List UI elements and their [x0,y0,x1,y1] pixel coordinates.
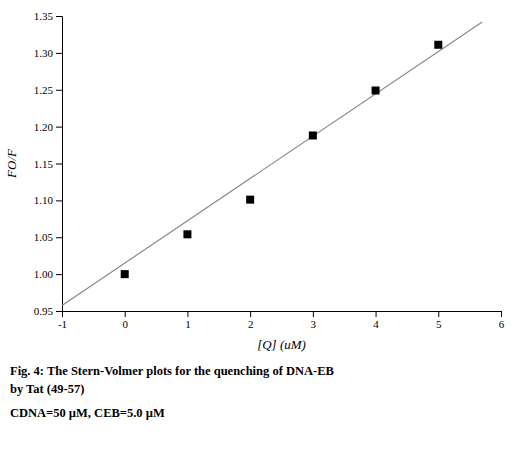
x-axis-line [63,312,502,318]
tick-mark [125,311,126,317]
tick: 0.95 [34,305,62,317]
tick-mark [376,311,377,317]
tick-label: 1 [185,318,191,330]
tick-label: 1.25 [34,84,54,96]
tick-label: 6 [499,318,505,330]
tick-mark [56,274,62,275]
plot-area: -1 0 1 2 3 4 5 6 0.95 1.00 1.05 1.10 1.15 1.20 1.25 1.3… [34,10,505,330]
tick-mark [313,311,314,317]
tick-label: 1.15 [34,158,54,170]
tick: 1.15 [34,158,62,170]
caption: CDNA=50 µM, CEB=5.0 µM [10,406,165,420]
tick: 1.25 [34,84,62,96]
tick-label: 1.10 [34,194,54,206]
point [434,41,442,49]
tick: 1.10 [34,194,62,206]
y-axis-line [56,17,63,312]
tick: 6 [499,311,505,330]
y-axis-label: FO/F [4,148,19,179]
caption: Fig. 4: The Stern-Volmer plots for the q… [10,364,334,378]
tick-label: 4 [373,318,379,330]
tick-mark [438,311,439,317]
caption: by Tat (49-57) [10,382,84,396]
point [372,86,380,94]
tick-label: 3 [311,318,317,330]
tick: 1.05 [34,231,62,243]
x-axis: -1 0 1 2 3 4 5 6 [58,311,505,330]
tick: 1.30 [34,47,62,59]
tick-label: 1.05 [34,231,54,243]
tick-mark [56,200,62,201]
tick-label: 1.00 [34,268,54,280]
tick-label: 0 [122,318,128,330]
tick-label: 1.35 [34,10,54,22]
tick-mark [187,311,188,317]
tick-label: 0.95 [34,305,54,317]
tick-label: 1.30 [34,47,54,59]
tick: 3 [311,311,317,330]
tick-label: 2 [248,318,254,330]
point [309,131,317,139]
tick: 2 [248,311,254,330]
tick: 1.35 [34,10,62,22]
tick-mark [250,311,251,317]
tick: 1.00 [34,268,62,280]
tick-label: 5 [436,318,442,330]
tick-label: -1 [58,318,67,330]
tick: 0 [122,311,128,330]
point [246,196,254,204]
marks [62,22,482,306]
tick-mark [56,164,62,165]
tick: 4 [373,311,379,330]
tick-mark [56,90,62,91]
tick-mark [56,53,62,54]
tick: 1.20 [34,121,62,133]
fit-line [62,22,482,306]
tick-mark [56,237,62,238]
tick-mark [56,127,62,128]
point [183,230,191,238]
x-axis-label: [Q] (uM) [257,337,306,352]
tick-mark [56,311,62,312]
y-axis: 0.95 1.00 1.05 1.10 1.15 1.20 1.25 1.30 1.35 [34,10,63,317]
chart: -1 0 1 2 3 4 5 6 0.95 1.00 1.05 1.10 1.15 1.20 1.25 1.3… [0,0,519,449]
tick: 1 [185,311,191,330]
point [121,270,129,278]
tick-mark [501,311,502,317]
tick-label: 1.20 [34,121,54,133]
tick-mark [56,16,62,17]
tick: 5 [436,311,442,330]
tick: -1 [58,311,67,330]
